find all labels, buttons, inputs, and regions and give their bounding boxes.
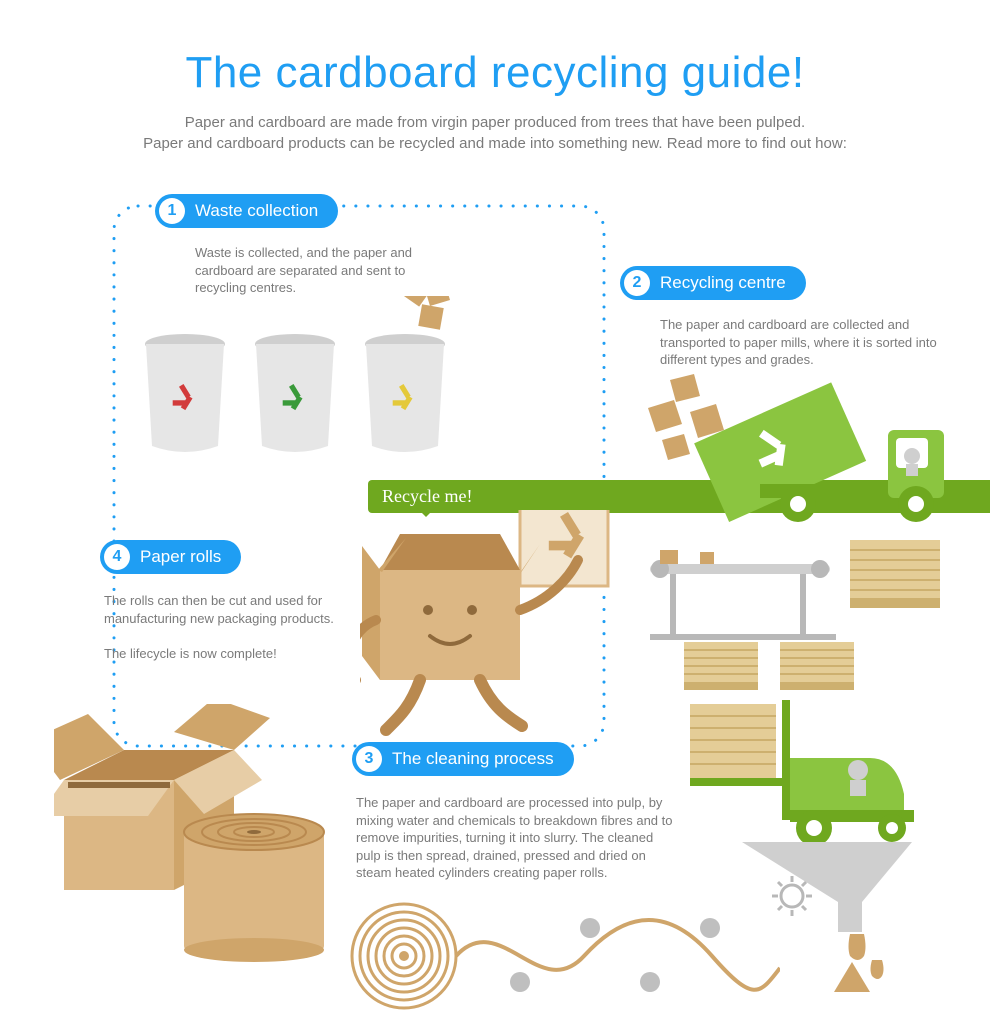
step-4-title: Paper rolls (140, 547, 221, 567)
conveyor-pallets-icon (640, 530, 960, 700)
step-4-pill: 4 Paper rolls (100, 540, 241, 574)
step-2-body: The paper and cardboard are collected an… (660, 316, 940, 369)
step-1-number: 1 (159, 198, 185, 224)
step-3-body: The paper and cardboard are processed in… (356, 794, 676, 882)
forklift-icon (690, 700, 980, 850)
step-3-pill: 3 The cleaning process (352, 742, 574, 776)
step-2-title: Recycling centre (660, 273, 786, 293)
page-title: The cardboard recycling guide! (0, 48, 990, 98)
paper-roll-spiral-icon (350, 898, 780, 1018)
step-2-number: 2 (624, 270, 650, 296)
recycling-truck-icon (640, 372, 960, 532)
step-1-pill: 1 Waste collection (155, 194, 338, 228)
step-1-title: Waste collection (195, 201, 318, 221)
step-1-body: Waste is collected, and the paper and ca… (195, 244, 420, 297)
cardboard-mascot-icon (360, 510, 620, 740)
recycling-bins-icon (140, 296, 480, 476)
step-2-pill: 2 Recycling centre (620, 266, 806, 300)
step-3-number: 3 (356, 746, 382, 772)
step-4-body: The rolls can then be cut and used for m… (104, 592, 339, 662)
step-4-number: 4 (104, 544, 130, 570)
intro-text: Paper and cardboard are made from virgin… (0, 112, 990, 154)
step-3-title: The cleaning process (392, 749, 554, 769)
box-and-roll-icon (54, 704, 354, 964)
